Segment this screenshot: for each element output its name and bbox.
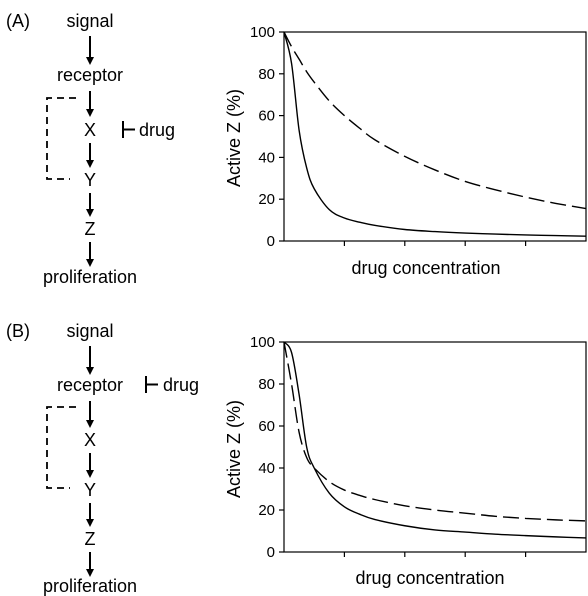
drug-label: drug — [163, 375, 199, 395]
panel-b-pathway: signal receptor drug X Y Z proliferation — [43, 321, 199, 596]
panel-a: (A) signal receptor X drug Y Z prolifera… — [6, 11, 587, 287]
y-tick-label: 0 — [267, 544, 275, 561]
feedback-loop — [46, 406, 76, 489]
chart-b: 0 20 40 60 80 100 drug concentration Active Z… — [224, 334, 587, 588]
y-tick-label: 20 — [258, 191, 275, 208]
node-x: X — [84, 120, 96, 140]
drug-label: drug — [139, 120, 175, 140]
chart-b-marks: 0 20 40 60 80 100 — [250, 334, 587, 561]
plot-frame — [283, 31, 587, 242]
series-line-solid — [283, 341, 587, 539]
node-receptor: receptor — [57, 375, 123, 395]
y-tick-label: 100 — [250, 24, 275, 41]
plot-frame — [283, 341, 587, 553]
feedback-loop — [46, 97, 76, 180]
y-tick-label: 20 — [258, 502, 275, 519]
node-y: Y — [84, 480, 96, 500]
chart-a-ylabel: Active Z (%) — [224, 89, 244, 187]
chart-b-xlabel: drug concentration — [355, 568, 504, 588]
series-line-dashed — [283, 31, 587, 210]
y-tick-label: 0 — [267, 233, 275, 250]
node-x: X — [84, 430, 96, 450]
node-receptor: receptor — [57, 65, 123, 85]
y-tick-label: 40 — [258, 460, 275, 477]
series-line-solid — [283, 31, 587, 237]
y-tick-label: 80 — [258, 66, 275, 83]
node-z: Z — [85, 219, 96, 239]
y-tick-label: 80 — [258, 376, 275, 393]
chart-b-ylabel: Active Z (%) — [224, 400, 244, 498]
node-y: Y — [84, 170, 96, 190]
chart-a-xlabel: drug concentration — [351, 258, 500, 278]
panel-a-pathway: signal receptor X drug Y Z proliferation — [43, 11, 175, 287]
series-line-dashed — [283, 341, 587, 522]
panel-b-label: (B) — [6, 321, 30, 341]
chart-a-marks: 0 20 40 60 80 100 — [250, 24, 587, 250]
y-tick-label: 60 — [258, 108, 275, 125]
node-proliferation: proliferation — [43, 267, 137, 287]
panel-b: (B) signal receptor drug X Y Z prolifera… — [6, 321, 587, 596]
node-z: Z — [85, 529, 96, 549]
chart-a: 0 20 40 60 80 100 drug concentration Active Z… — [224, 24, 587, 278]
node-proliferation: proliferation — [43, 576, 137, 596]
y-tick-label: 40 — [258, 149, 275, 166]
y-tick-label: 100 — [250, 334, 275, 351]
panel-a-label: (A) — [6, 11, 30, 31]
y-tick-label: 60 — [258, 418, 275, 435]
node-signal: signal — [66, 11, 113, 31]
node-signal: signal — [66, 321, 113, 341]
